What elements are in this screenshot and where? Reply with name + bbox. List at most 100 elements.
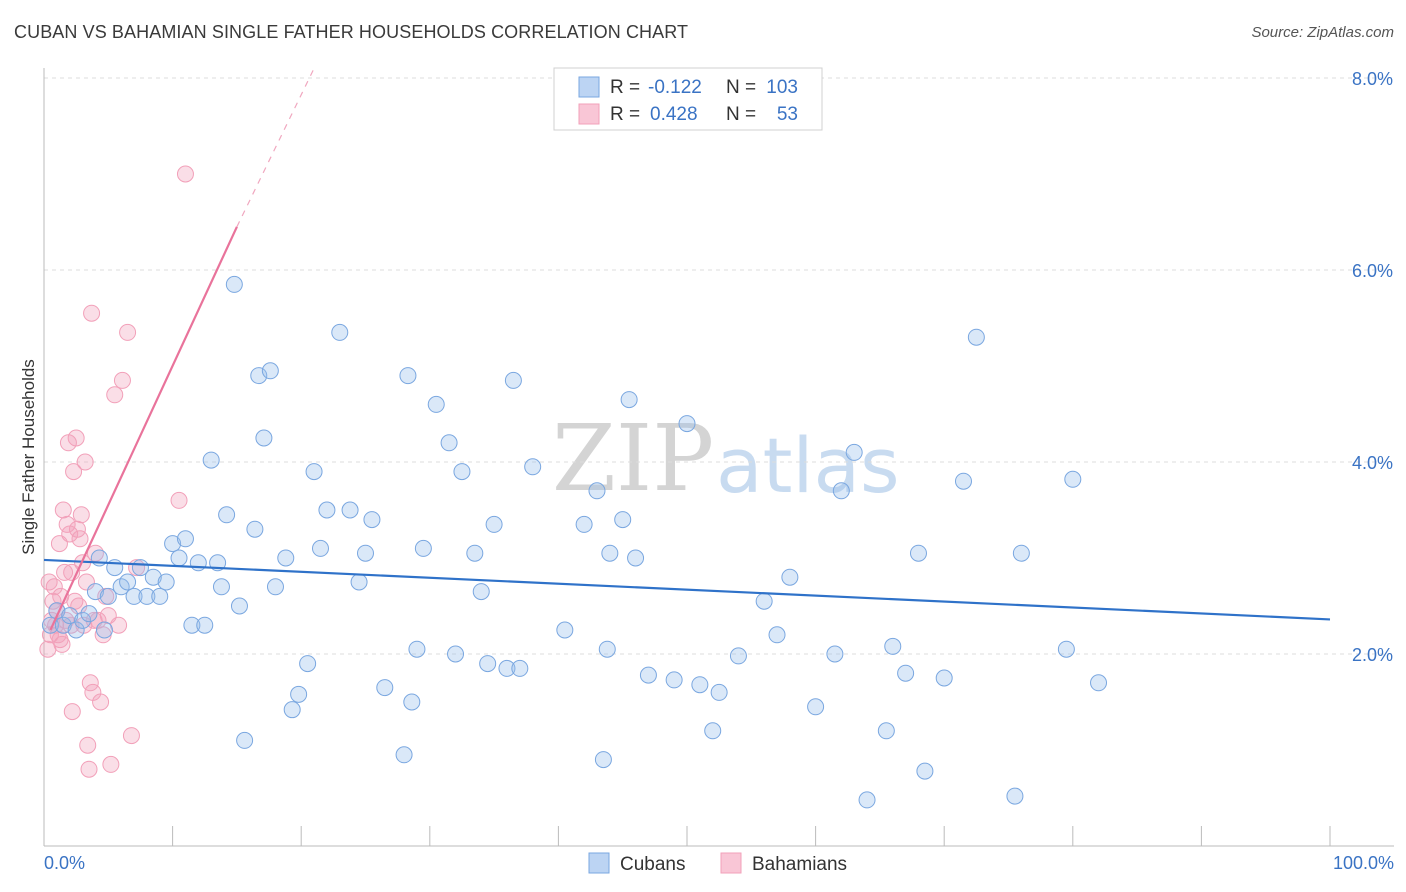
y-axis-label: Single Father Households — [19, 359, 38, 555]
cubans-point — [350, 573, 368, 591]
bahamians-point — [110, 616, 128, 634]
bahamians-series-swatch — [720, 852, 742, 874]
cubans-point — [202, 451, 220, 469]
cubans-point — [212, 578, 230, 596]
cubans-point — [575, 515, 593, 533]
cubans-point — [67, 621, 85, 639]
cubans-point — [218, 506, 236, 524]
cubans-point — [331, 323, 349, 341]
cubans-point — [845, 443, 863, 461]
bahamians-n-label: N = — [726, 104, 756, 125]
bahamians-point — [113, 371, 131, 389]
cubans-point — [691, 676, 709, 694]
cubans-point — [614, 511, 632, 529]
cubans-point — [376, 679, 394, 697]
cubans-point — [916, 762, 934, 780]
cubans-point — [125, 587, 143, 605]
cubans-point — [138, 587, 156, 605]
cubans-legend-swatch — [578, 76, 600, 98]
cubans-point — [1064, 470, 1082, 488]
cubans-r-label: R = — [610, 77, 640, 98]
cubans-point — [54, 616, 72, 634]
bahamians-point — [76, 453, 94, 471]
bahamians-point — [119, 323, 137, 341]
cubans-point — [935, 669, 953, 687]
cubans-point — [704, 722, 722, 740]
bahamians-point — [81, 674, 99, 692]
cubans-point — [80, 605, 98, 623]
cubans-point — [144, 568, 162, 586]
cubans-point — [299, 655, 317, 673]
bahamians-point — [51, 631, 69, 649]
bahamians-point — [58, 515, 76, 533]
cubans-point — [729, 647, 747, 665]
bahamians-r-value: 0.428 — [650, 104, 698, 125]
x-ticks — [43, 826, 1331, 846]
cubans-point — [427, 395, 445, 413]
cubans-point — [408, 640, 426, 658]
axes — [43, 68, 1394, 847]
y-tick-labels: 2.0% 4.0% 6.0% 8.0% — [1352, 69, 1393, 665]
cubans-point — [594, 751, 612, 769]
cubans-point — [151, 587, 169, 605]
cubans-points — [41, 275, 1108, 809]
cubans-point — [807, 698, 825, 716]
cubans-point — [588, 482, 606, 500]
bahamians-r-label: R = — [610, 104, 640, 125]
cubans-point — [305, 463, 323, 481]
bahamians-point — [63, 703, 81, 721]
cubans-point — [95, 621, 113, 639]
bahamians-point — [83, 304, 101, 322]
cubans-point — [157, 573, 175, 591]
bahamians-point — [72, 506, 90, 524]
bahamians-trendline — [49, 226, 238, 631]
cubans-series-label: Cubans — [620, 854, 686, 875]
cubans-point — [61, 607, 79, 625]
cubans-point — [266, 578, 284, 596]
cubans-point — [225, 275, 243, 293]
cubans-series-swatch — [588, 852, 610, 874]
cubans-point — [341, 501, 359, 519]
cubans-point — [967, 328, 985, 346]
cubans-point — [832, 482, 850, 500]
bahamians-point — [79, 736, 97, 754]
cubans-point — [504, 371, 522, 389]
bahamians-point — [40, 573, 58, 591]
cubans-point — [283, 701, 301, 719]
bahamians-point — [102, 755, 120, 773]
cubans-point — [1006, 787, 1024, 805]
cubans-trendline — [43, 558, 1331, 621]
bahamians-points — [39, 165, 194, 778]
cubans-point — [524, 458, 542, 476]
cubans-point — [601, 544, 619, 562]
bahamians-point — [80, 760, 98, 778]
stats-legend: R = -0.122 N = 103 R = 0.428 N = 53 — [553, 67, 823, 131]
cubans-point — [236, 731, 254, 749]
cubans-point — [414, 539, 432, 557]
cubans-point — [639, 666, 657, 684]
cubans-point — [877, 722, 895, 740]
cubans-point — [781, 568, 799, 586]
trendlines — [43, 68, 1331, 631]
cubans-point — [119, 573, 137, 591]
series-legend: Cubans Bahamians — [588, 852, 847, 875]
bahamians-point — [71, 530, 89, 548]
cubans-point — [403, 693, 421, 711]
cubans-point — [447, 645, 465, 663]
bahamians-n-value: 53 — [777, 104, 798, 125]
watermark-zip: ZIP — [552, 405, 714, 512]
cubans-point — [511, 659, 529, 677]
cubans-point — [230, 597, 248, 615]
bahamians-point — [45, 578, 63, 596]
cubans-point — [954, 472, 972, 490]
cubans-r-value: -0.122 — [648, 77, 702, 98]
cubans-n-value: 103 — [766, 77, 798, 98]
cubans-n-label: N = — [726, 77, 756, 98]
y-tick-label: 8.0% — [1352, 69, 1393, 89]
cubans-point — [485, 515, 503, 533]
cubans-point — [1057, 640, 1075, 658]
cubans-point — [710, 683, 728, 701]
cubans-point — [1012, 544, 1030, 562]
y-tick-label: 6.0% — [1352, 261, 1393, 281]
cubans-point — [858, 791, 876, 809]
